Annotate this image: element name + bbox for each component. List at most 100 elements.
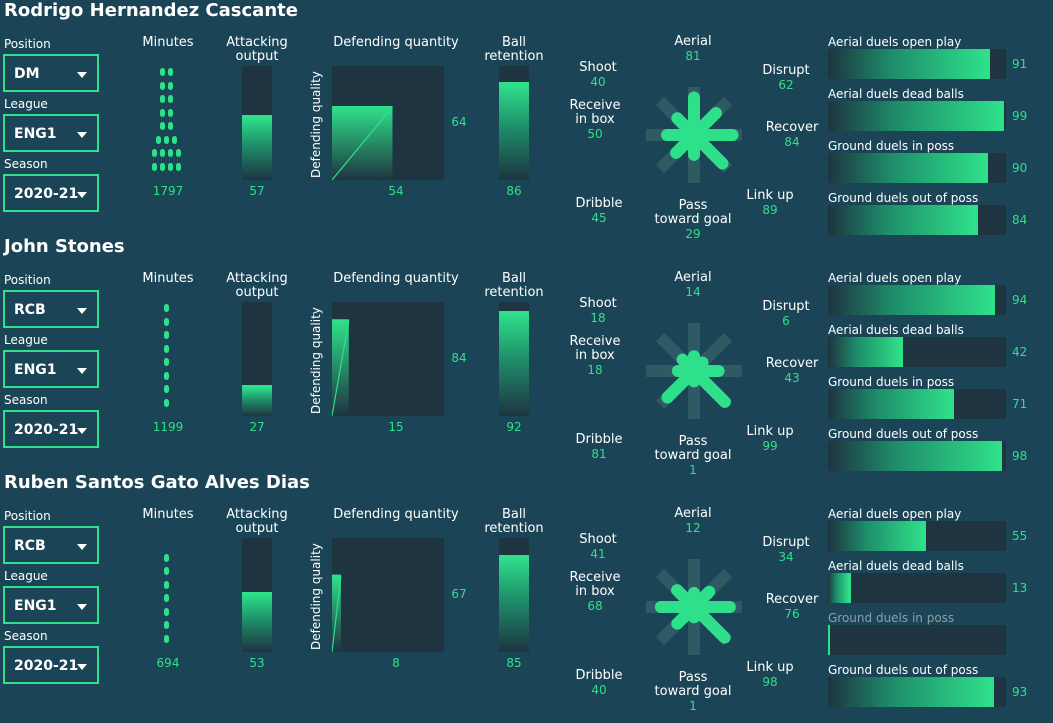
radar-pass: Pass toward goal 1 xyxy=(652,435,734,478)
season-value: 2020-21 xyxy=(14,658,79,674)
attacking-output-bar xyxy=(242,538,272,652)
season-dropdown[interactable]: 2020-21 xyxy=(3,174,99,212)
minutes-dot xyxy=(168,149,173,157)
position-value: RCB xyxy=(14,538,46,554)
radar-pass-label-line1: Pass xyxy=(678,670,708,685)
minutes-dot xyxy=(164,607,169,616)
position-dropdown[interactable]: DM xyxy=(3,54,99,92)
minutes-dot xyxy=(164,398,169,407)
radar-dribble: Dribble 45 xyxy=(569,197,629,226)
minutes-dot xyxy=(168,68,173,76)
minutes-dot xyxy=(168,81,173,90)
radar-pass-label-line2: toward goal xyxy=(654,448,732,463)
radar-disrupt: Disrupt 6 xyxy=(756,300,816,329)
radar-receive-value: 50 xyxy=(587,127,603,141)
minutes-dot xyxy=(168,108,173,117)
minutes-dot xyxy=(160,149,165,157)
season-value: 2020-21 xyxy=(14,422,79,438)
radar-aerial: Aerial 12 xyxy=(663,507,723,536)
radar-spoke-shoot xyxy=(671,584,700,613)
radar-disrupt-value: 6 xyxy=(782,314,790,328)
minutes-dot xyxy=(160,108,165,117)
duel-aerial-open-fill xyxy=(828,49,990,79)
duel-ground-out-value: 93 xyxy=(1012,685,1028,699)
duel-ground-out-fill xyxy=(828,205,978,235)
ball-retention-fill xyxy=(499,81,529,180)
radar-aerial-value: 12 xyxy=(685,521,701,535)
ball-retention-value: 86 xyxy=(506,184,522,198)
position-value: RCB xyxy=(14,302,46,318)
minutes-dot xyxy=(160,162,165,171)
radar-link-up-label: Link up xyxy=(746,424,794,439)
radar-shoot-value: 40 xyxy=(590,75,606,89)
league-dropdown[interactable]: ENG1 xyxy=(3,350,99,388)
attacking-output-bar xyxy=(242,302,272,416)
minutes-label: Minutes xyxy=(142,271,194,286)
minutes-label: Minutes xyxy=(142,507,194,522)
duel-aerial-dead-value: 99 xyxy=(1012,109,1028,123)
radar-pass: Pass toward goal 29 xyxy=(652,199,734,242)
player-card: Rodrigo Hernandez Cascante Position DM L… xyxy=(0,0,1053,241)
chevron-down-icon xyxy=(77,132,87,138)
radar-link-up-value: 99 xyxy=(762,439,778,453)
radar-receive-label-line1: Receive xyxy=(569,98,621,113)
league-dropdown[interactable]: ENG1 xyxy=(3,586,99,624)
radar-dribble-label: Dribble xyxy=(575,432,623,447)
minutes-dot xyxy=(164,553,169,562)
season-dropdown[interactable]: 2020-21 xyxy=(3,646,99,684)
ball-retention-label-line1: Ball xyxy=(501,35,527,50)
duel-aerial-open-fill xyxy=(828,285,996,315)
position-dropdown[interactable]: RCB xyxy=(3,290,99,328)
style-radar xyxy=(646,87,742,183)
defending-quality-label: Defending quality xyxy=(309,71,323,178)
minutes-dot xyxy=(168,162,173,171)
radar-receive-value: 68 xyxy=(587,599,603,613)
minutes-dot xyxy=(160,68,165,76)
minutes-dot xyxy=(164,621,169,629)
ball-retention-label-line2: retention xyxy=(484,521,544,536)
ball-retention-value: 92 xyxy=(506,420,522,434)
chevron-down-icon xyxy=(77,604,87,610)
season-dropdown[interactable]: 2020-21 xyxy=(3,410,99,448)
minutes-dot xyxy=(164,385,169,393)
radar-dribble: Dribble 40 xyxy=(569,669,629,698)
radar-link-up-value: 89 xyxy=(762,203,778,217)
defending-diagonal xyxy=(332,320,350,416)
attacking-output-label: Attacking output xyxy=(222,36,292,64)
position-dropdown[interactable]: RCB xyxy=(3,526,99,564)
position-label: Position xyxy=(4,509,51,523)
duel-ground-in-fill xyxy=(828,625,830,655)
minutes-dot xyxy=(164,567,169,575)
radar-recover-value: 84 xyxy=(784,135,800,149)
attacking-output-label-line1: Attacking xyxy=(226,271,288,286)
attacking-output-label: Attacking output xyxy=(222,508,292,536)
season-label: Season xyxy=(4,157,48,171)
defending-quality-value: 64 xyxy=(451,115,467,129)
duel-aerial-open-bar xyxy=(828,49,1006,79)
league-label: League xyxy=(4,333,48,347)
league-label: League xyxy=(4,569,48,583)
duel-aerial-dead-fill xyxy=(828,101,1005,131)
ball-retention-label-line2: retention xyxy=(484,49,544,64)
duel-aerial-dead-value: 13 xyxy=(1012,581,1028,595)
attacking-output-value: 53 xyxy=(249,656,265,670)
attacking-output-label-line2: output xyxy=(235,49,279,64)
style-radar xyxy=(646,323,742,419)
radar-aerial-value: 81 xyxy=(685,49,701,63)
duel-aerial-open-value: 55 xyxy=(1012,529,1028,543)
duel-ground-out-label: Ground duels out of poss xyxy=(828,191,979,205)
radar-receive-value: 18 xyxy=(587,363,603,377)
defending-quantity-label: Defending quantity xyxy=(333,507,459,522)
minutes-dot xyxy=(164,135,169,144)
duel-ground-in-label: Ground duels in poss xyxy=(828,611,955,625)
duel-aerial-dead-bar xyxy=(828,101,1006,131)
minutes-value: 1199 xyxy=(152,420,184,434)
radar-shoot-label: Shoot xyxy=(579,532,617,547)
duel-aerial-dead-label: Aerial duels dead balls xyxy=(828,559,964,573)
attacking-output-bar xyxy=(242,66,272,180)
radar-link-up: Link up 99 xyxy=(740,425,800,454)
radar-pass-value: 1 xyxy=(689,699,697,713)
duel-ground-in-label: Ground duels in poss xyxy=(828,139,955,153)
league-dropdown[interactable]: ENG1 xyxy=(3,114,99,152)
minutes-dot xyxy=(168,122,173,130)
